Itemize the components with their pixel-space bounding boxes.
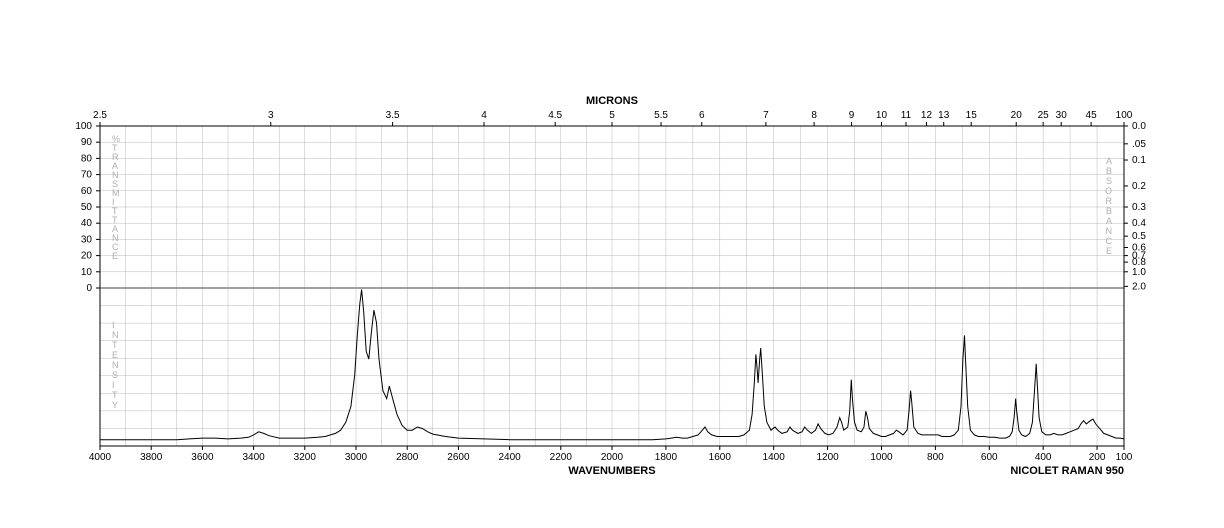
intensity-label-letter: N — [112, 360, 119, 370]
bottom-tick-label: 600 — [981, 452, 998, 463]
bottom-tick-label: 200 — [1089, 452, 1106, 463]
intensity-label-letter: T — [112, 340, 118, 350]
top-tick-label: 6 — [699, 110, 705, 121]
instrument-label: NICOLET RAMAN 950 — [1010, 465, 1124, 477]
transmittance-label-letter: E — [112, 251, 118, 261]
top-tick-label: 8 — [811, 110, 817, 121]
right-tick-label: 0.4 — [1132, 218, 1146, 229]
right-tick-label: 0.1 — [1132, 155, 1146, 166]
absorbance-label-letter: N — [1106, 226, 1113, 236]
top-tick-label: 45 — [1086, 110, 1098, 121]
left-tick-label: 30 — [81, 234, 93, 245]
right-tick-label: 0.0 — [1132, 121, 1146, 132]
intensity-label-letter: E — [112, 350, 118, 360]
top-tick-label: 100 — [1116, 110, 1133, 121]
top-tick-label: 13 — [938, 110, 950, 121]
left-tick-label: 100 — [75, 121, 92, 132]
left-tick-label: 10 — [81, 267, 93, 278]
right-tick-label: 2.0 — [1132, 281, 1146, 292]
left-tick-label: 90 — [81, 137, 93, 148]
top-tick-label: 2.5 — [93, 110, 107, 121]
top-tick-label: 12 — [921, 110, 933, 121]
intensity-label-letter: N — [112, 330, 119, 340]
bottom-tick-label: 3600 — [191, 452, 214, 463]
intensity-label-letter: Y — [112, 400, 118, 410]
bottom-tick-label: 2000 — [601, 452, 624, 463]
right-tick-label: 0.3 — [1132, 202, 1146, 213]
bottom-tick-label: 2200 — [550, 452, 573, 463]
left-tick-label: 20 — [81, 251, 93, 262]
top-tick-label: 4.5 — [548, 110, 562, 121]
bottom-tick-label: 1600 — [709, 452, 732, 463]
top-tick-label: 7 — [763, 110, 769, 121]
intensity-label-letter: I — [112, 380, 115, 390]
bottom-tick-label: 4000 — [89, 452, 112, 463]
spectrum-chart: 2.533.544.555.56789101112131520253045100… — [0, 0, 1224, 528]
top-tick-label: 25 — [1038, 110, 1050, 121]
bottom-tick-label: 1000 — [870, 452, 893, 463]
absorbance-label-letter: B — [1106, 206, 1112, 216]
bottom-tick-label: 3200 — [294, 452, 317, 463]
top-tick-label: 9 — [849, 110, 855, 121]
bottom-tick-label: 2400 — [498, 452, 521, 463]
bottom-axis-title: WAVENUMBERS — [568, 465, 655, 477]
absorbance-label-letter: O — [1105, 186, 1112, 196]
top-tick-label: 5.5 — [654, 110, 668, 121]
left-tick-label: 50 — [81, 202, 93, 213]
left-tick-label: 60 — [81, 186, 93, 197]
absorbance-label-letter: R — [1106, 196, 1113, 206]
bottom-tick-label: 800 — [927, 452, 944, 463]
bottom-tick-label: 1800 — [655, 452, 678, 463]
absorbance-label-letter: S — [1106, 176, 1112, 186]
left-tick-label: 0 — [86, 283, 92, 294]
top-tick-label: 5 — [609, 110, 615, 121]
top-axis-title: MICRONS — [586, 95, 638, 107]
left-tick-label: 40 — [81, 218, 93, 229]
top-tick-label: 15 — [966, 110, 978, 121]
bottom-tick-label: 400 — [1035, 452, 1052, 463]
right-tick-label: .05 — [1132, 139, 1146, 150]
bottom-tick-label: 1400 — [763, 452, 786, 463]
bottom-tick-label: 3000 — [345, 452, 368, 463]
absorbance-label-letter: B — [1106, 166, 1112, 176]
right-tick-label: 0.5 — [1132, 231, 1146, 242]
top-tick-label: 20 — [1011, 110, 1023, 121]
absorbance-label-letter: E — [1106, 246, 1112, 256]
top-tick-label: 4 — [481, 110, 487, 121]
absorbance-label-letter: A — [1106, 216, 1112, 226]
top-tick-label: 11 — [901, 110, 912, 121]
top-tick-label: 3.5 — [386, 110, 400, 121]
bottom-tick-label: 2800 — [396, 452, 419, 463]
top-tick-label: 10 — [876, 110, 888, 121]
absorbance-label-letter: C — [1106, 236, 1113, 246]
intensity-label-letter: I — [112, 320, 115, 330]
bottom-tick-label: 100 — [1116, 452, 1133, 463]
left-tick-label: 70 — [81, 170, 93, 181]
intensity-label-letter: T — [112, 390, 118, 400]
bottom-tick-label: 1200 — [816, 452, 839, 463]
bottom-tick-label: 2600 — [447, 452, 470, 463]
right-tick-label: 1.0 — [1132, 267, 1146, 278]
bottom-tick-label: 3800 — [140, 452, 163, 463]
top-tick-label: 30 — [1056, 110, 1068, 121]
left-tick-label: 80 — [81, 153, 93, 164]
right-tick-label: 0.2 — [1132, 181, 1146, 192]
top-tick-label: 3 — [268, 110, 274, 121]
absorbance-label-letter: A — [1106, 156, 1112, 166]
intensity-label-letter: S — [112, 370, 118, 380]
bottom-tick-label: 3400 — [242, 452, 265, 463]
